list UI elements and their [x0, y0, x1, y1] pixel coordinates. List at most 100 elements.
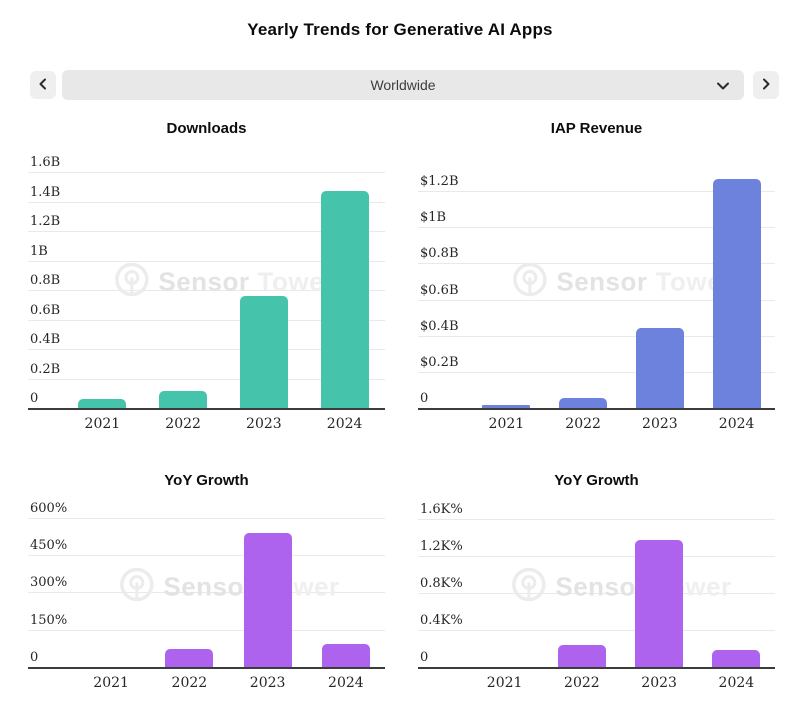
bar-slot — [307, 506, 385, 668]
gridline — [28, 517, 385, 519]
y-tick-label: 0 — [30, 391, 39, 406]
x-tick-label: 2021 — [93, 675, 129, 691]
x-tick-label: 2024 — [718, 416, 755, 432]
region-dropdown[interactable]: Worldwide — [62, 70, 744, 100]
bar-slot — [62, 154, 143, 409]
bar-iap-revenue-2024 — [712, 179, 761, 409]
x-axis-line — [418, 667, 775, 669]
bar-iap-revenue-2023 — [635, 327, 684, 409]
x-tick-label: 2024 — [328, 675, 364, 691]
gridline — [28, 260, 385, 262]
y-tick-label: 1.2K% — [420, 538, 463, 554]
bar-downloads-2022 — [159, 391, 208, 409]
bar-iap-revenue-2021 — [482, 405, 531, 409]
bar-yoy-growth-downloads-2022 — [165, 648, 214, 668]
bar-slot — [150, 506, 228, 668]
gridline — [28, 592, 385, 594]
y-tick-label: $0.8B — [420, 246, 459, 262]
bar-slot — [229, 506, 307, 668]
y-tick-label: $0.6B — [420, 282, 459, 298]
y-tick-label: 0.8K% — [420, 575, 463, 591]
gridline — [418, 629, 775, 631]
bar-slot — [621, 506, 698, 668]
bar-slot — [224, 154, 305, 409]
plot-area-yoy-growth-downloads: 0 150% 300% 450% 600% Sensor Tower — [28, 502, 385, 669]
page-title: Yearly Trends for Generative AI Apps — [247, 20, 553, 39]
y-tick-label: 1B — [30, 243, 48, 259]
gridline — [418, 592, 775, 594]
next-region-button[interactable] — [753, 71, 779, 99]
chart-iap-revenue: IAP Revenue 0 $0.2B $0.4B $0.6B $0.8B $1B $1.2B… — [418, 120, 775, 432]
x-axis-labels: 2021 2022 2023 2024 — [62, 416, 385, 432]
bar-slot — [622, 154, 699, 409]
chart-title-yoy-growth-revenue: YoY Growth — [554, 472, 639, 489]
y-tick-label: 450% — [30, 538, 68, 554]
bar-yoy-growth-downloads-2023 — [243, 532, 292, 668]
bar-iap-revenue-2022 — [559, 398, 608, 409]
x-tick-label: 2022 — [165, 416, 201, 432]
gridline — [418, 227, 775, 229]
bar-slot — [543, 506, 620, 668]
gridline — [418, 555, 775, 557]
region-dropdown-value: Worldwide — [370, 77, 436, 93]
gridline — [418, 335, 775, 337]
y-tick-label: $0.4B — [420, 318, 459, 334]
gridline — [418, 371, 775, 373]
bar-yoy-growth-downloads-2024 — [321, 644, 370, 668]
bar-slot — [698, 506, 775, 668]
gridline — [28, 231, 385, 233]
x-tick-label: 2023 — [641, 675, 677, 691]
y-tick-label: 1.6K% — [420, 501, 463, 517]
x-tick-label: 2021 — [84, 416, 121, 432]
y-tick-label: 1.2B — [30, 214, 61, 230]
y-tick-label: 1.4B — [30, 184, 61, 200]
y-tick-label: $0.2B — [420, 354, 459, 370]
chart-yoy-growth-revenue: YoY Growth 0 0.4K% 0.8K% 1.2K% 1.6K% Sensor To… — [418, 472, 775, 691]
y-tick-label: 600% — [30, 500, 68, 516]
x-tick-label: 2023 — [642, 416, 678, 432]
previous-region-button[interactable] — [30, 71, 56, 99]
bar-slot — [466, 506, 543, 668]
y-tick-label: 0.4B — [30, 332, 61, 348]
bars-downloads — [62, 154, 385, 409]
x-axis-line — [28, 408, 385, 410]
gridline — [28, 319, 385, 321]
x-axis-labels: 2021 2022 2023 2024 — [468, 416, 775, 432]
y-tick-label: 0 — [420, 650, 429, 665]
x-tick-label: 2022 — [565, 416, 601, 432]
y-tick-label: 0 — [420, 391, 429, 406]
bars-iap-revenue — [468, 154, 775, 409]
y-tick-label: 0.8B — [30, 273, 61, 289]
x-tick-label: 2023 — [246, 416, 282, 432]
chart-downloads: Downloads 0 0.2B 0.4B 0.6B 0.8B 1B 1.2B 1.4B 1.6B… — [28, 120, 385, 432]
bar-yoy-growth-revenue-2023 — [635, 540, 684, 668]
y-tick-label: 0.4K% — [420, 612, 463, 628]
x-tick-label: 2023 — [249, 675, 286, 691]
gridline — [418, 299, 775, 301]
y-tick-label: 0.2B — [30, 361, 61, 377]
bar-slot — [468, 154, 545, 409]
y-tick-label: 0 — [30, 650, 39, 665]
x-tick-label: 2024 — [718, 675, 755, 691]
chart-title-downloads: Downloads — [166, 120, 247, 137]
y-tick-label: 300% — [30, 575, 68, 591]
x-axis-line — [418, 408, 775, 410]
gridline — [28, 349, 385, 351]
gridline — [418, 263, 775, 265]
x-tick-label: 2024 — [326, 416, 363, 432]
chart-title-iap-revenue: IAP Revenue — [550, 120, 643, 137]
gridline — [28, 201, 385, 203]
bars-yoy-growth-downloads — [72, 506, 385, 668]
bar-downloads-2021 — [78, 398, 127, 409]
y-tick-label: $1.2B — [420, 173, 459, 189]
bars-yoy-growth-revenue — [466, 506, 775, 668]
bar-yoy-growth-revenue-2024 — [712, 650, 761, 668]
plot-area-iap-revenue: 0 $0.2B $0.4B $0.6B $0.8B $1B $1.2B Sensor Towe… — [418, 154, 775, 410]
plot-area-yoy-growth-revenue: 0 0.4K% 0.8K% 1.2K% 1.6K% Sensor Tower — [418, 501, 775, 669]
bar-downloads-2024 — [320, 190, 369, 409]
bar-slot — [304, 154, 385, 409]
chevron-right-icon — [761, 78, 771, 93]
gridline — [28, 555, 385, 557]
y-tick-label: $1B — [420, 210, 447, 226]
bar-slot — [545, 154, 622, 409]
